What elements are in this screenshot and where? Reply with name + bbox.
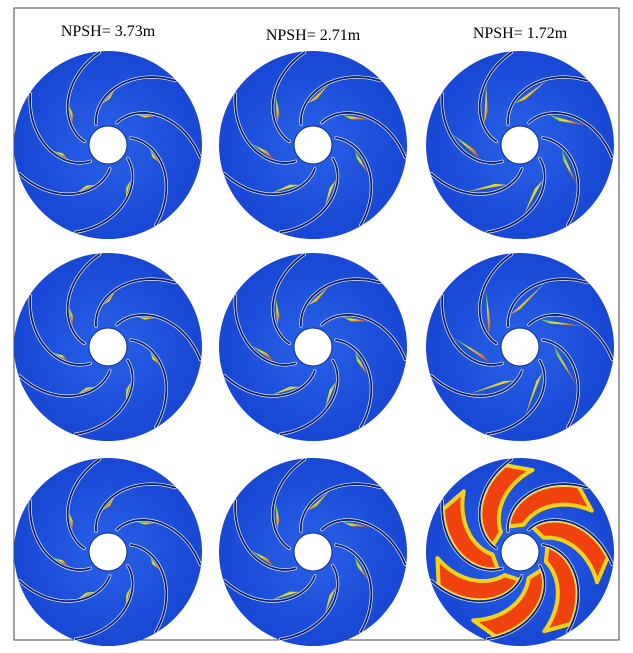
impeller bbox=[219, 458, 407, 646]
figure: NPSH= 3.73m NPSH= 2.71m NPSH= 1.72m bbox=[0, 0, 633, 653]
hub-hole bbox=[89, 126, 127, 164]
impeller bbox=[426, 51, 614, 239]
hub-hole bbox=[501, 533, 539, 571]
impeller bbox=[14, 253, 202, 441]
hub-hole bbox=[89, 533, 127, 571]
column-header: NPSH= 1.72m bbox=[473, 25, 568, 42]
impeller bbox=[426, 458, 614, 646]
hub-hole bbox=[294, 126, 332, 164]
impeller bbox=[14, 51, 202, 239]
impeller bbox=[219, 51, 407, 239]
column-header: NPSH= 3.73m bbox=[61, 23, 156, 40]
impeller bbox=[219, 253, 407, 441]
hub-hole bbox=[501, 126, 539, 164]
hub-hole bbox=[294, 533, 332, 571]
impeller bbox=[14, 458, 202, 646]
hub-hole bbox=[294, 328, 332, 366]
hub-hole bbox=[89, 328, 127, 366]
impeller bbox=[426, 253, 614, 441]
hub-hole bbox=[501, 328, 539, 366]
impeller-grid bbox=[14, 51, 614, 646]
column-header: NPSH= 2.71m bbox=[266, 27, 361, 44]
